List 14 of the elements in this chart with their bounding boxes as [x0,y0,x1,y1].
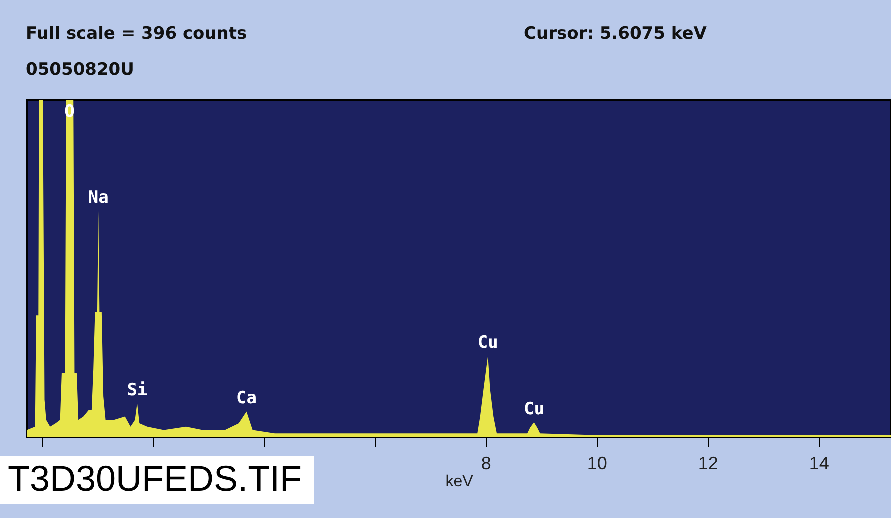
chart-subtitle: 05050820U [26,60,134,80]
annotation: Si [127,380,148,400]
annotation: Ca [236,388,257,409]
annotation: Cu [478,333,498,354]
x-tick-label: 14 [809,454,830,474]
text: Cursor: 5.6075 keV [524,24,707,44]
x-tick-label: 12 [698,454,718,474]
annotation: Na [88,188,109,208]
annotation: Cu [524,400,544,420]
x-tick-label: 10 [587,454,608,474]
text: T3D30UFEDS.TIF [0,456,314,504]
x-axis-title: keV [446,474,474,490]
x-tick-label: 8 [481,454,492,474]
chart-title: Full scale = 396 counts [26,24,248,44]
